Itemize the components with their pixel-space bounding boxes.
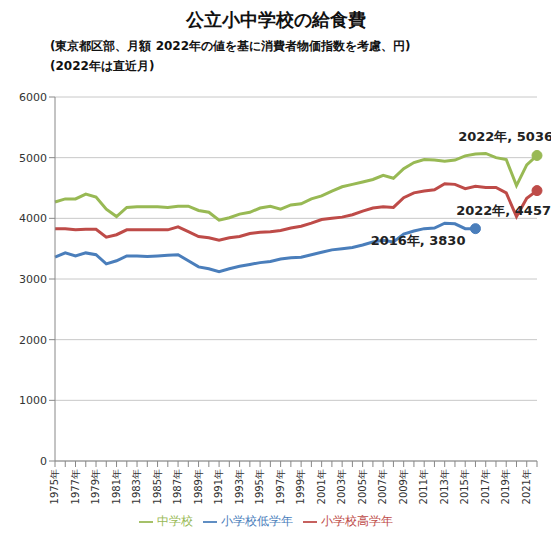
- svg-text:1979年: 1979年: [90, 469, 101, 504]
- html-text:小学校低学年: 小学校低学年: [221, 514, 293, 528]
- svg-text:1987年: 1987年: [172, 469, 183, 504]
- svg-text:0: 0: [40, 455, 47, 468]
- svg-text:2007年: 2007年: [377, 469, 388, 504]
- svg-text:2016年, 3830: 2016年, 3830: [371, 233, 466, 248]
- svg-text:1983年: 1983年: [131, 469, 142, 504]
- svg-text:2021年: 2021年: [521, 469, 532, 504]
- svg-text:2011年: 2011年: [418, 469, 429, 504]
- svg-text:1993年: 1993年: [234, 469, 245, 504]
- svg-text:3000: 3000: [19, 273, 47, 286]
- svg-text:1989年: 1989年: [193, 469, 204, 504]
- svg-text:2017年: 2017年: [480, 469, 491, 504]
- svg-text:1981年: 1981年: [111, 469, 122, 504]
- svg-text:2022年, 4457: 2022年, 4457: [456, 203, 543, 218]
- html-text:公立小中学校の給食費: 公立小中学校の給食費: [185, 9, 366, 30]
- svg-text:1997年: 1997年: [275, 469, 286, 504]
- svg-text:5000: 5000: [19, 152, 47, 165]
- svg-text:2019年: 2019年: [500, 469, 511, 504]
- svg-text:2005年: 2005年: [357, 469, 368, 504]
- svg-text:2003年: 2003年: [336, 469, 347, 504]
- svg-text:2000: 2000: [19, 334, 47, 347]
- html-text:小学校高学年: 小学校高学年: [321, 514, 393, 528]
- svg-text:2015年: 2015年: [459, 469, 470, 504]
- html-text:(東京都区部、月額 2022年の値を基に消費者物価指数を考慮: (東京都区部、月額 2022年の値を基に消費者物価指数を考慮、円): [50, 39, 411, 53]
- svg-text:2013年: 2013年: [439, 469, 450, 504]
- svg-text:1975年: 1975年: [49, 469, 60, 504]
- svg-text:6000: 6000: [19, 91, 47, 104]
- svg-text:1995年: 1995年: [254, 469, 265, 504]
- svg-text:2001年: 2001年: [316, 469, 327, 504]
- svg-text:2009年: 2009年: [398, 469, 409, 504]
- svg-text:1985年: 1985年: [152, 469, 163, 504]
- svg-text:1999年: 1999年: [295, 469, 306, 504]
- svg-text:2022年, 5036: 2022年, 5036: [458, 129, 543, 144]
- svg-text:1000: 1000: [19, 394, 47, 407]
- svg-text:1977年: 1977年: [70, 469, 81, 504]
- html-text:(2022年は直近月): (2022年は直近月): [50, 59, 155, 73]
- html-text:中学校: 中学校: [157, 514, 193, 528]
- svg-text:1991年: 1991年: [213, 469, 224, 504]
- svg-text:4000: 4000: [19, 212, 47, 225]
